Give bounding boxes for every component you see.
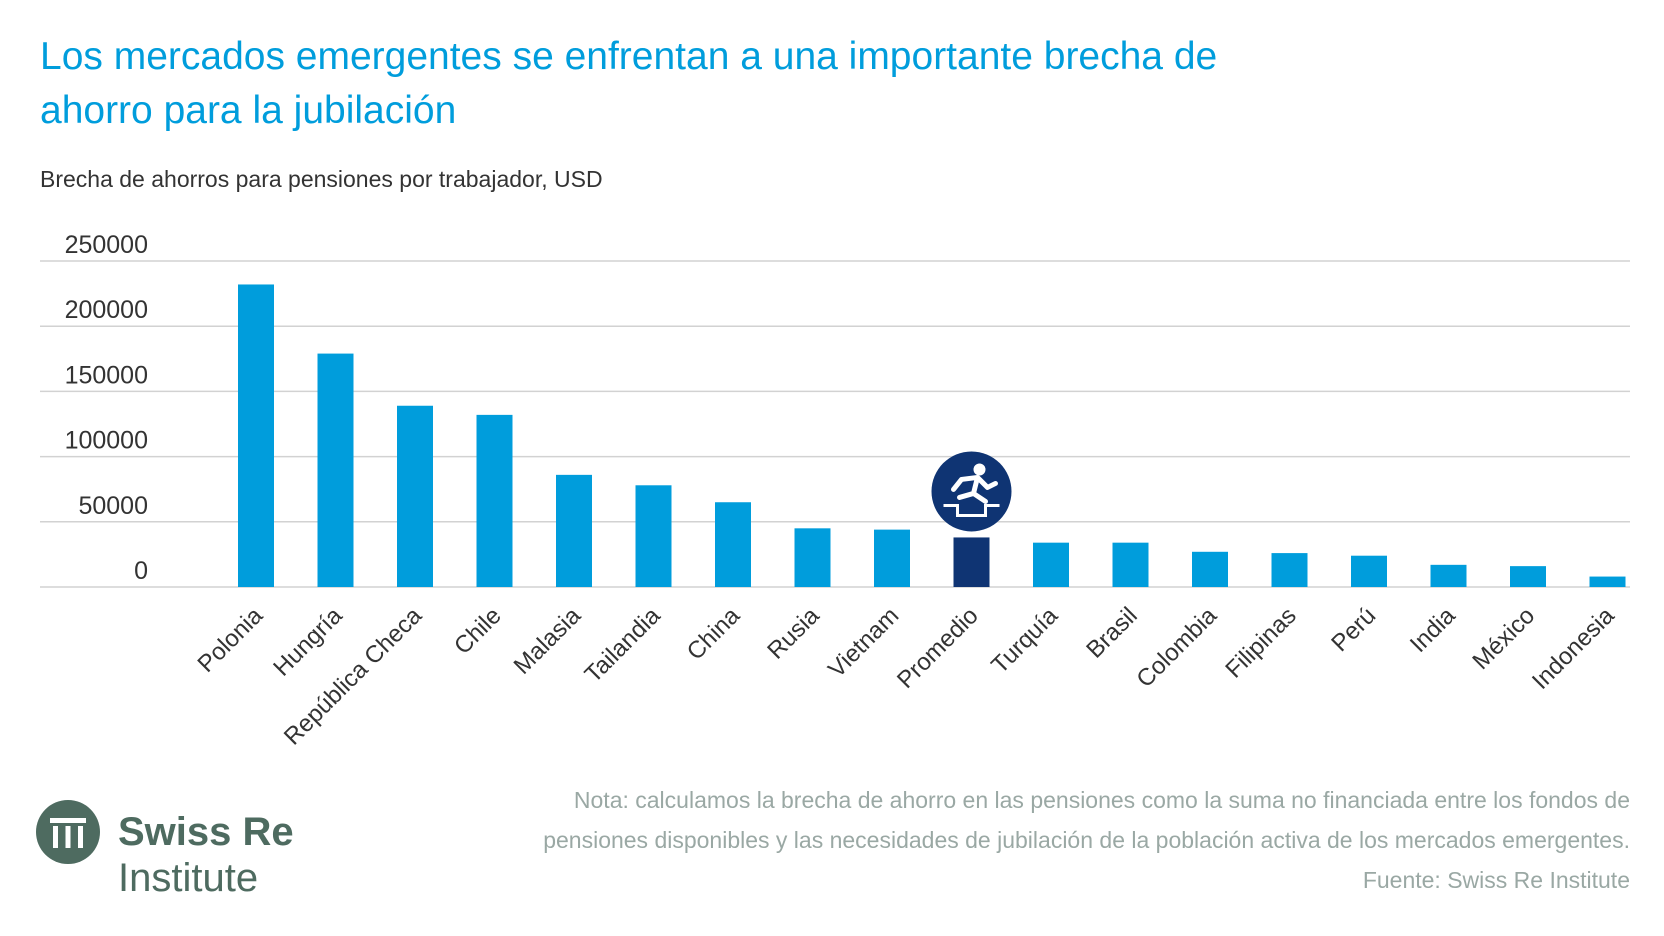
bar [874,529,910,587]
bar [476,414,513,587]
x-tick-label: Perú [1326,602,1381,657]
bar [1192,551,1228,587]
chart-subtitle: Brecha de ahorros para pensiones por tra… [40,166,603,192]
y-tick-label: 200000 [65,296,148,324]
bar [715,502,751,587]
x-tick-label: Colombia [1131,602,1222,693]
bar [1033,542,1069,587]
x-tick-label: Brasil [1081,602,1143,664]
y-tick-label: 100000 [65,427,148,455]
x-tick-label: República Checa [279,602,428,751]
y-tick-label: 0 [134,557,148,585]
x-tick-label: Chile [449,602,507,660]
x-tick-label: México [1467,602,1540,675]
logo-sub: Institute [118,856,259,900]
y-tick-label: 250000 [65,231,148,259]
x-tick-label: Indonesia [1527,602,1620,695]
logo-name: Swiss Re [118,810,294,854]
y-tick-label: 50000 [78,492,148,520]
bar [317,353,354,587]
logo-mark-icon [36,800,100,864]
bar-chart: 0 50000 100000 150000 200000 250000 Polonia Hun… [40,231,1630,751]
bar [794,528,831,587]
bar [1430,564,1467,587]
x-tick-label: Rusia [762,602,825,665]
bar [1510,566,1546,587]
x-tick-label: Vietnam [823,602,904,683]
bar [397,405,433,587]
x-tick-label: Tailandia [580,602,667,689]
bar [556,474,592,587]
x-tick-label: Promedio [892,602,984,694]
x-tick-label: Turquía [986,602,1063,679]
footnote-line: Nota: calculamos la brecha de ahorro en … [573,787,1630,813]
chart-title: Los mercados emergentes se enfrentan a u… [40,35,1218,132]
source-line: Fuente: Swiss Re Institute [1362,867,1630,893]
y-tick-label: 150000 [65,361,148,389]
x-tick-label: Filipinas [1220,602,1301,683]
running-figure-icon [931,451,1012,532]
x-tick-label: Polonia [193,602,269,678]
swiss-re-logo: Swiss Re Institute [36,800,336,910]
x-tick-label: India [1405,602,1461,658]
footnote-line: pensiones disponibles y las necesidades … [543,827,1630,853]
x-tick-label: China [682,602,746,666]
bar [1351,555,1387,587]
footnote: Nota: calculamos la brecha de ahorro en … [390,780,1630,900]
bar [1271,553,1308,587]
x-tick-label: Hungría [268,602,348,682]
bar [238,284,274,587]
bar [1589,576,1626,587]
bar [1112,542,1149,587]
x-tick-label: Malasia [509,602,587,680]
bar [953,537,990,587]
bar [635,485,672,587]
